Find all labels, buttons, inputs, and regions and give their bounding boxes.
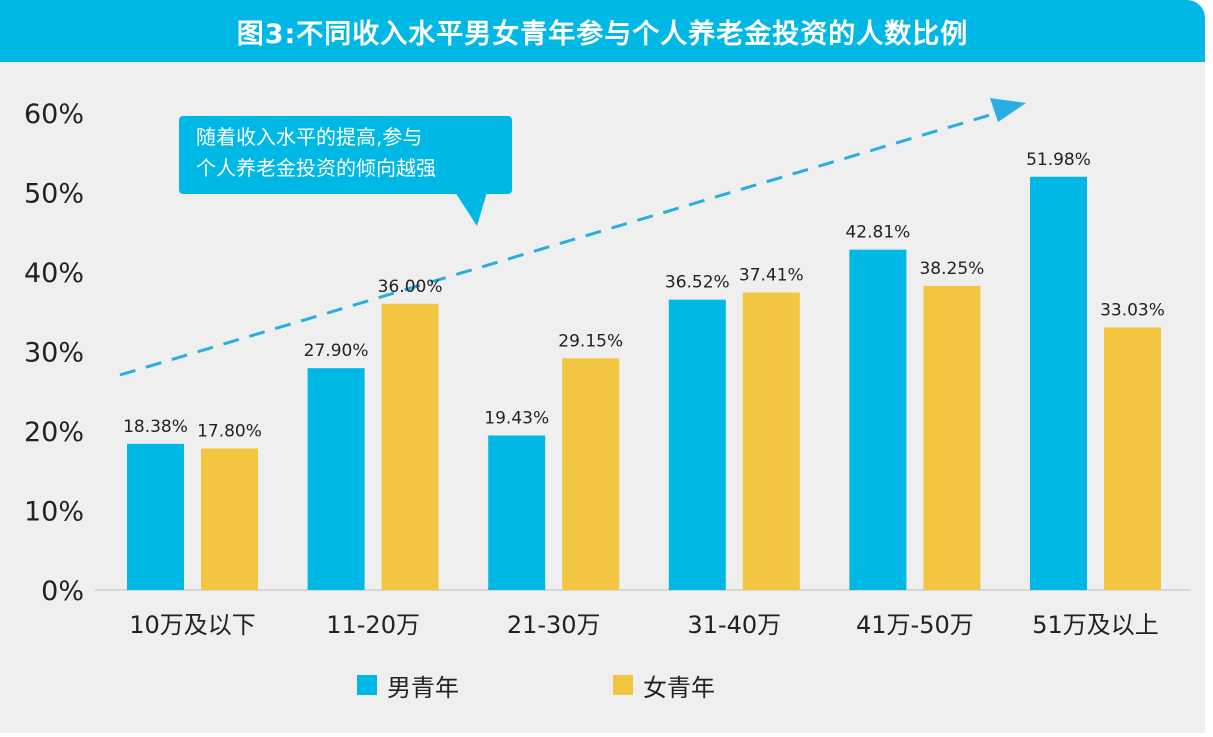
bar-female-4 xyxy=(923,285,981,590)
x-tick-label-3: 31-40万 xyxy=(687,611,781,639)
bar-male-4 xyxy=(849,249,907,590)
data-label-female-5: 33.03% xyxy=(1100,300,1165,320)
bar-male-1 xyxy=(307,368,365,590)
bar-female-1 xyxy=(381,303,439,590)
callout-line-2: 个人养老金投资的倾向越强 xyxy=(196,156,436,180)
legend-label-male: 男青年 xyxy=(387,673,459,702)
data-label-female-2: 29.15% xyxy=(558,331,623,351)
legend-swatch-female xyxy=(613,675,633,695)
x-tick-label-2: 21-30万 xyxy=(507,611,601,639)
data-label-male-3: 36.52% xyxy=(665,273,730,293)
data-label-male-2: 19.43% xyxy=(484,409,549,429)
bar-male-5 xyxy=(1030,176,1087,590)
bar-male-3 xyxy=(668,299,726,590)
data-label-female-1: 36.00% xyxy=(378,277,443,297)
data-label-male-5: 51.98% xyxy=(1026,150,1091,170)
x-tick-label-0: 10万及以下 xyxy=(129,611,256,639)
x-tick-label-1: 11-20万 xyxy=(326,611,420,639)
bar-female-3 xyxy=(742,292,800,590)
trend-callout: 随着收入水平的提高,参与 个人养老金投资的倾向越强 xyxy=(179,116,512,194)
legend-label-female: 女青年 xyxy=(643,673,715,702)
callout-pointer xyxy=(455,192,487,226)
y-tick-label: 40% xyxy=(24,258,84,289)
bar-male-0 xyxy=(127,443,184,590)
x-tick-label-4: 41万-50万 xyxy=(856,611,974,639)
y-tick-label: 10% xyxy=(24,497,84,528)
data-label-male-1: 27.90% xyxy=(304,341,369,361)
data-label-male-4: 42.81% xyxy=(845,223,910,243)
y-tick-label: 20% xyxy=(24,417,84,448)
legend-item-male: 男青年 xyxy=(357,668,459,702)
trend-arrow-head xyxy=(990,98,1026,122)
data-label-male-0: 18.38% xyxy=(123,417,188,437)
y-tick-label: 30% xyxy=(24,338,84,369)
figure-title: 图3:不同收入水平男女青年参与个人养老金投资的人数比例 xyxy=(0,0,1205,62)
data-label-female-4: 38.25% xyxy=(919,259,984,279)
bar-male-2 xyxy=(488,435,546,590)
y-tick-label: 60% xyxy=(24,99,84,130)
data-label-female-3: 37.41% xyxy=(739,266,804,286)
y-tick-label: 0% xyxy=(41,576,84,607)
x-tick-label-5: 51万及以上 xyxy=(1032,611,1159,639)
bar-female-2 xyxy=(562,358,620,590)
legend-swatch-male xyxy=(357,675,377,695)
bar-female-5 xyxy=(1104,327,1161,590)
data-label-female-0: 17.80% xyxy=(197,421,262,441)
legend-item-female: 女青年 xyxy=(613,668,715,702)
callout-line-1: 随着收入水平的提高,参与 xyxy=(196,125,423,149)
trend-arrow-line xyxy=(119,110,1001,377)
y-tick-label: 50% xyxy=(24,179,84,210)
bar-female-0 xyxy=(201,448,258,590)
